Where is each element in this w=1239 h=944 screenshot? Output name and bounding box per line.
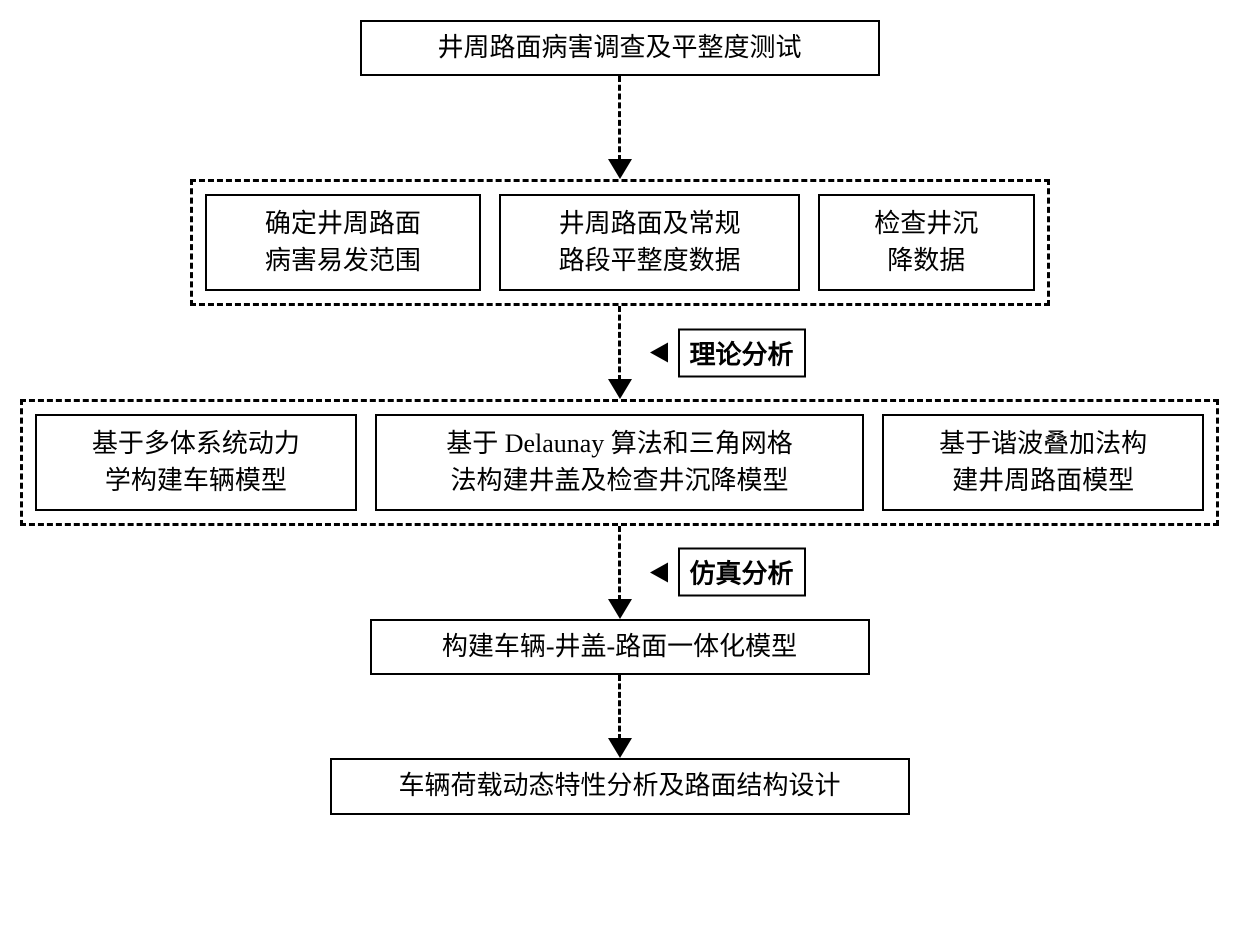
final-analysis-box: 车辆荷载动态特性分析及路面结构设计 [330,758,910,814]
integration-model-box: 构建车辆-井盖-路面一体化模型 [370,619,870,675]
group1-box-3: 检查井沉降数据 [818,194,1035,291]
left-arrow-icon [650,343,668,363]
arrow-2: 理论分析 [20,306,1219,399]
group2-box-1: 基于多体系统动力学构建车辆模型 [35,414,357,511]
label-simulation-container: 仿真分析 [650,548,806,597]
group1-box-1: 确定井周路面病害易发范围 [205,194,482,291]
arrow-3: 仿真分析 [20,526,1219,619]
theory-analysis-label: 理论分析 [678,328,806,377]
group-1-container: 确定井周路面病害易发范围 井周路面及常规路段平整度数据 检查井沉降数据 [190,179,1050,306]
flowchart-diagram: 井周路面病害调查及平整度测试 确定井周路面病害易发范围 井周路面及常规路段平整度… [20,20,1219,815]
group-2-container: 基于多体系统动力学构建车辆模型 基于 Delaunay 算法和三角网格法构建井盖… [20,399,1219,526]
arrow-4 [20,675,1219,758]
left-arrow-icon [650,562,668,582]
group1-box-2: 井周路面及常规路段平整度数据 [499,194,800,291]
title-box: 井周路面病害调查及平整度测试 [360,20,880,76]
label-theory-container: 理论分析 [650,328,806,377]
arrow-1 [20,76,1219,179]
group2-box-3: 基于谐波叠加法构建井周路面模型 [882,414,1204,511]
group2-box-2: 基于 Delaunay 算法和三角网格法构建井盖及检查井沉降模型 [375,414,865,511]
simulation-analysis-label: 仿真分析 [678,548,806,597]
